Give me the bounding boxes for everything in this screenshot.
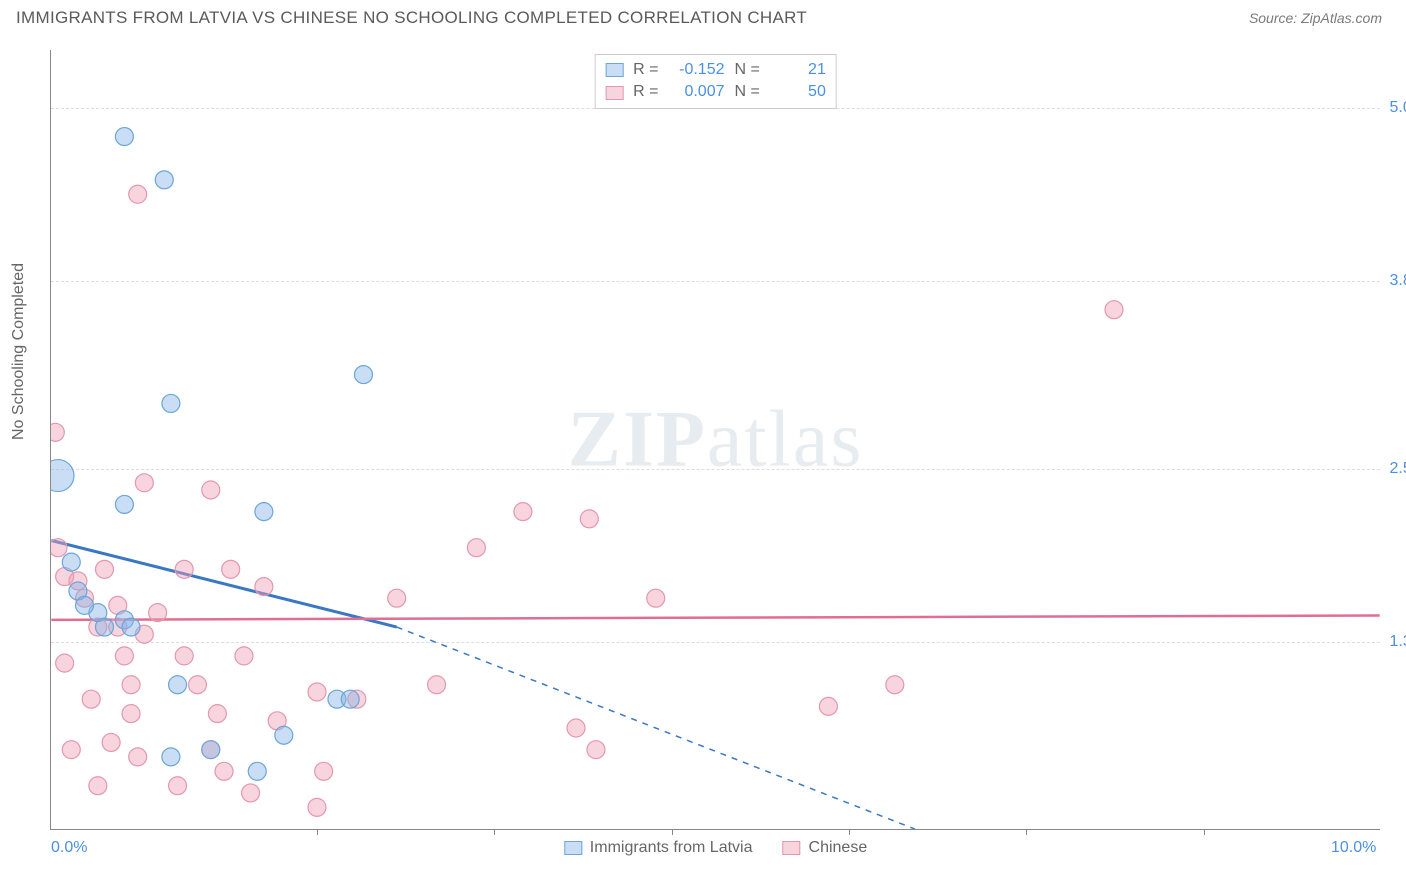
data-point	[188, 676, 206, 694]
data-point	[248, 762, 266, 780]
source-label: Source: ZipAtlas.com	[1249, 10, 1382, 26]
data-point	[129, 748, 147, 766]
data-point	[169, 676, 187, 694]
data-point	[255, 503, 273, 521]
data-point	[149, 604, 167, 622]
data-point	[308, 683, 326, 701]
data-point	[222, 560, 240, 578]
data-point	[275, 726, 293, 744]
y-tick-label: 1.3%	[1390, 633, 1406, 651]
data-point	[567, 719, 585, 737]
x-tick-mark	[494, 829, 495, 835]
data-point	[115, 495, 133, 513]
data-point	[175, 647, 193, 665]
y-tick-label: 5.0%	[1390, 99, 1406, 117]
data-point	[115, 647, 133, 665]
x-tick-mark	[1204, 829, 1205, 835]
data-point	[129, 185, 147, 203]
data-point	[122, 676, 140, 694]
swatch-latvia-icon	[564, 841, 582, 855]
data-point	[155, 171, 173, 189]
legend-stats-row-1: R = 0.007 N = 50	[605, 81, 826, 103]
header: IMMIGRANTS FROM LATVIA VS CHINESE NO SCH…	[0, 0, 1406, 32]
legend-stats: R = -0.152 N = 21 R = 0.007 N = 50	[594, 54, 837, 109]
legend-item-chinese: Chinese	[783, 839, 868, 857]
data-point	[467, 539, 485, 557]
swatch-latvia	[605, 63, 623, 77]
data-point	[428, 676, 446, 694]
data-point	[122, 618, 140, 636]
data-point	[315, 762, 333, 780]
data-point	[242, 784, 260, 802]
y-axis-label: No Schooling Completed	[10, 263, 28, 440]
data-point	[51, 460, 74, 492]
data-point	[355, 366, 373, 384]
data-point	[102, 733, 120, 751]
data-point	[215, 762, 233, 780]
x-tick-label: 10.0%	[1331, 839, 1376, 857]
data-point	[162, 394, 180, 412]
data-point	[135, 474, 153, 492]
chart-title: IMMIGRANTS FROM LATVIA VS CHINESE NO SCH…	[16, 8, 807, 28]
data-point	[89, 777, 107, 795]
x-tick-mark	[672, 829, 673, 835]
data-point	[886, 676, 904, 694]
data-point	[51, 423, 64, 441]
data-point	[202, 481, 220, 499]
data-point	[202, 741, 220, 759]
data-point	[1105, 301, 1123, 319]
data-point	[122, 705, 140, 723]
x-tick-mark	[1026, 829, 1027, 835]
data-point	[115, 128, 133, 146]
chart-area: ZIPatlas R = -0.152 N = 21 R = 0.007 N =…	[50, 50, 1380, 830]
scatter-plot	[51, 50, 1380, 829]
legend-item-latvia: Immigrants from Latvia	[564, 839, 753, 857]
x-tick-mark	[849, 829, 850, 835]
data-point	[82, 690, 100, 708]
data-point	[169, 777, 187, 795]
data-point	[819, 697, 837, 715]
swatch-chinese-icon	[783, 841, 801, 855]
y-tick-label: 3.8%	[1390, 272, 1406, 290]
data-point	[162, 748, 180, 766]
data-point	[95, 560, 113, 578]
data-point	[51, 539, 67, 557]
legend-series: Immigrants from Latvia Chinese	[564, 839, 867, 857]
data-point	[208, 705, 226, 723]
x-tick-mark	[317, 829, 318, 835]
data-point	[175, 560, 193, 578]
data-point	[587, 741, 605, 759]
legend-stats-row-0: R = -0.152 N = 21	[605, 59, 826, 81]
x-tick-label: 0.0%	[51, 839, 87, 857]
data-point	[580, 510, 598, 528]
y-tick-label: 2.5%	[1390, 460, 1406, 478]
data-point	[76, 596, 94, 614]
data-point	[514, 503, 532, 521]
data-point	[56, 654, 74, 672]
data-point	[341, 690, 359, 708]
data-point	[95, 618, 113, 636]
swatch-chinese	[605, 86, 623, 100]
data-point	[62, 553, 80, 571]
data-point	[308, 798, 326, 816]
data-point	[235, 647, 253, 665]
data-point	[62, 741, 80, 759]
data-point	[255, 578, 273, 596]
data-point	[647, 589, 665, 607]
data-point	[388, 589, 406, 607]
